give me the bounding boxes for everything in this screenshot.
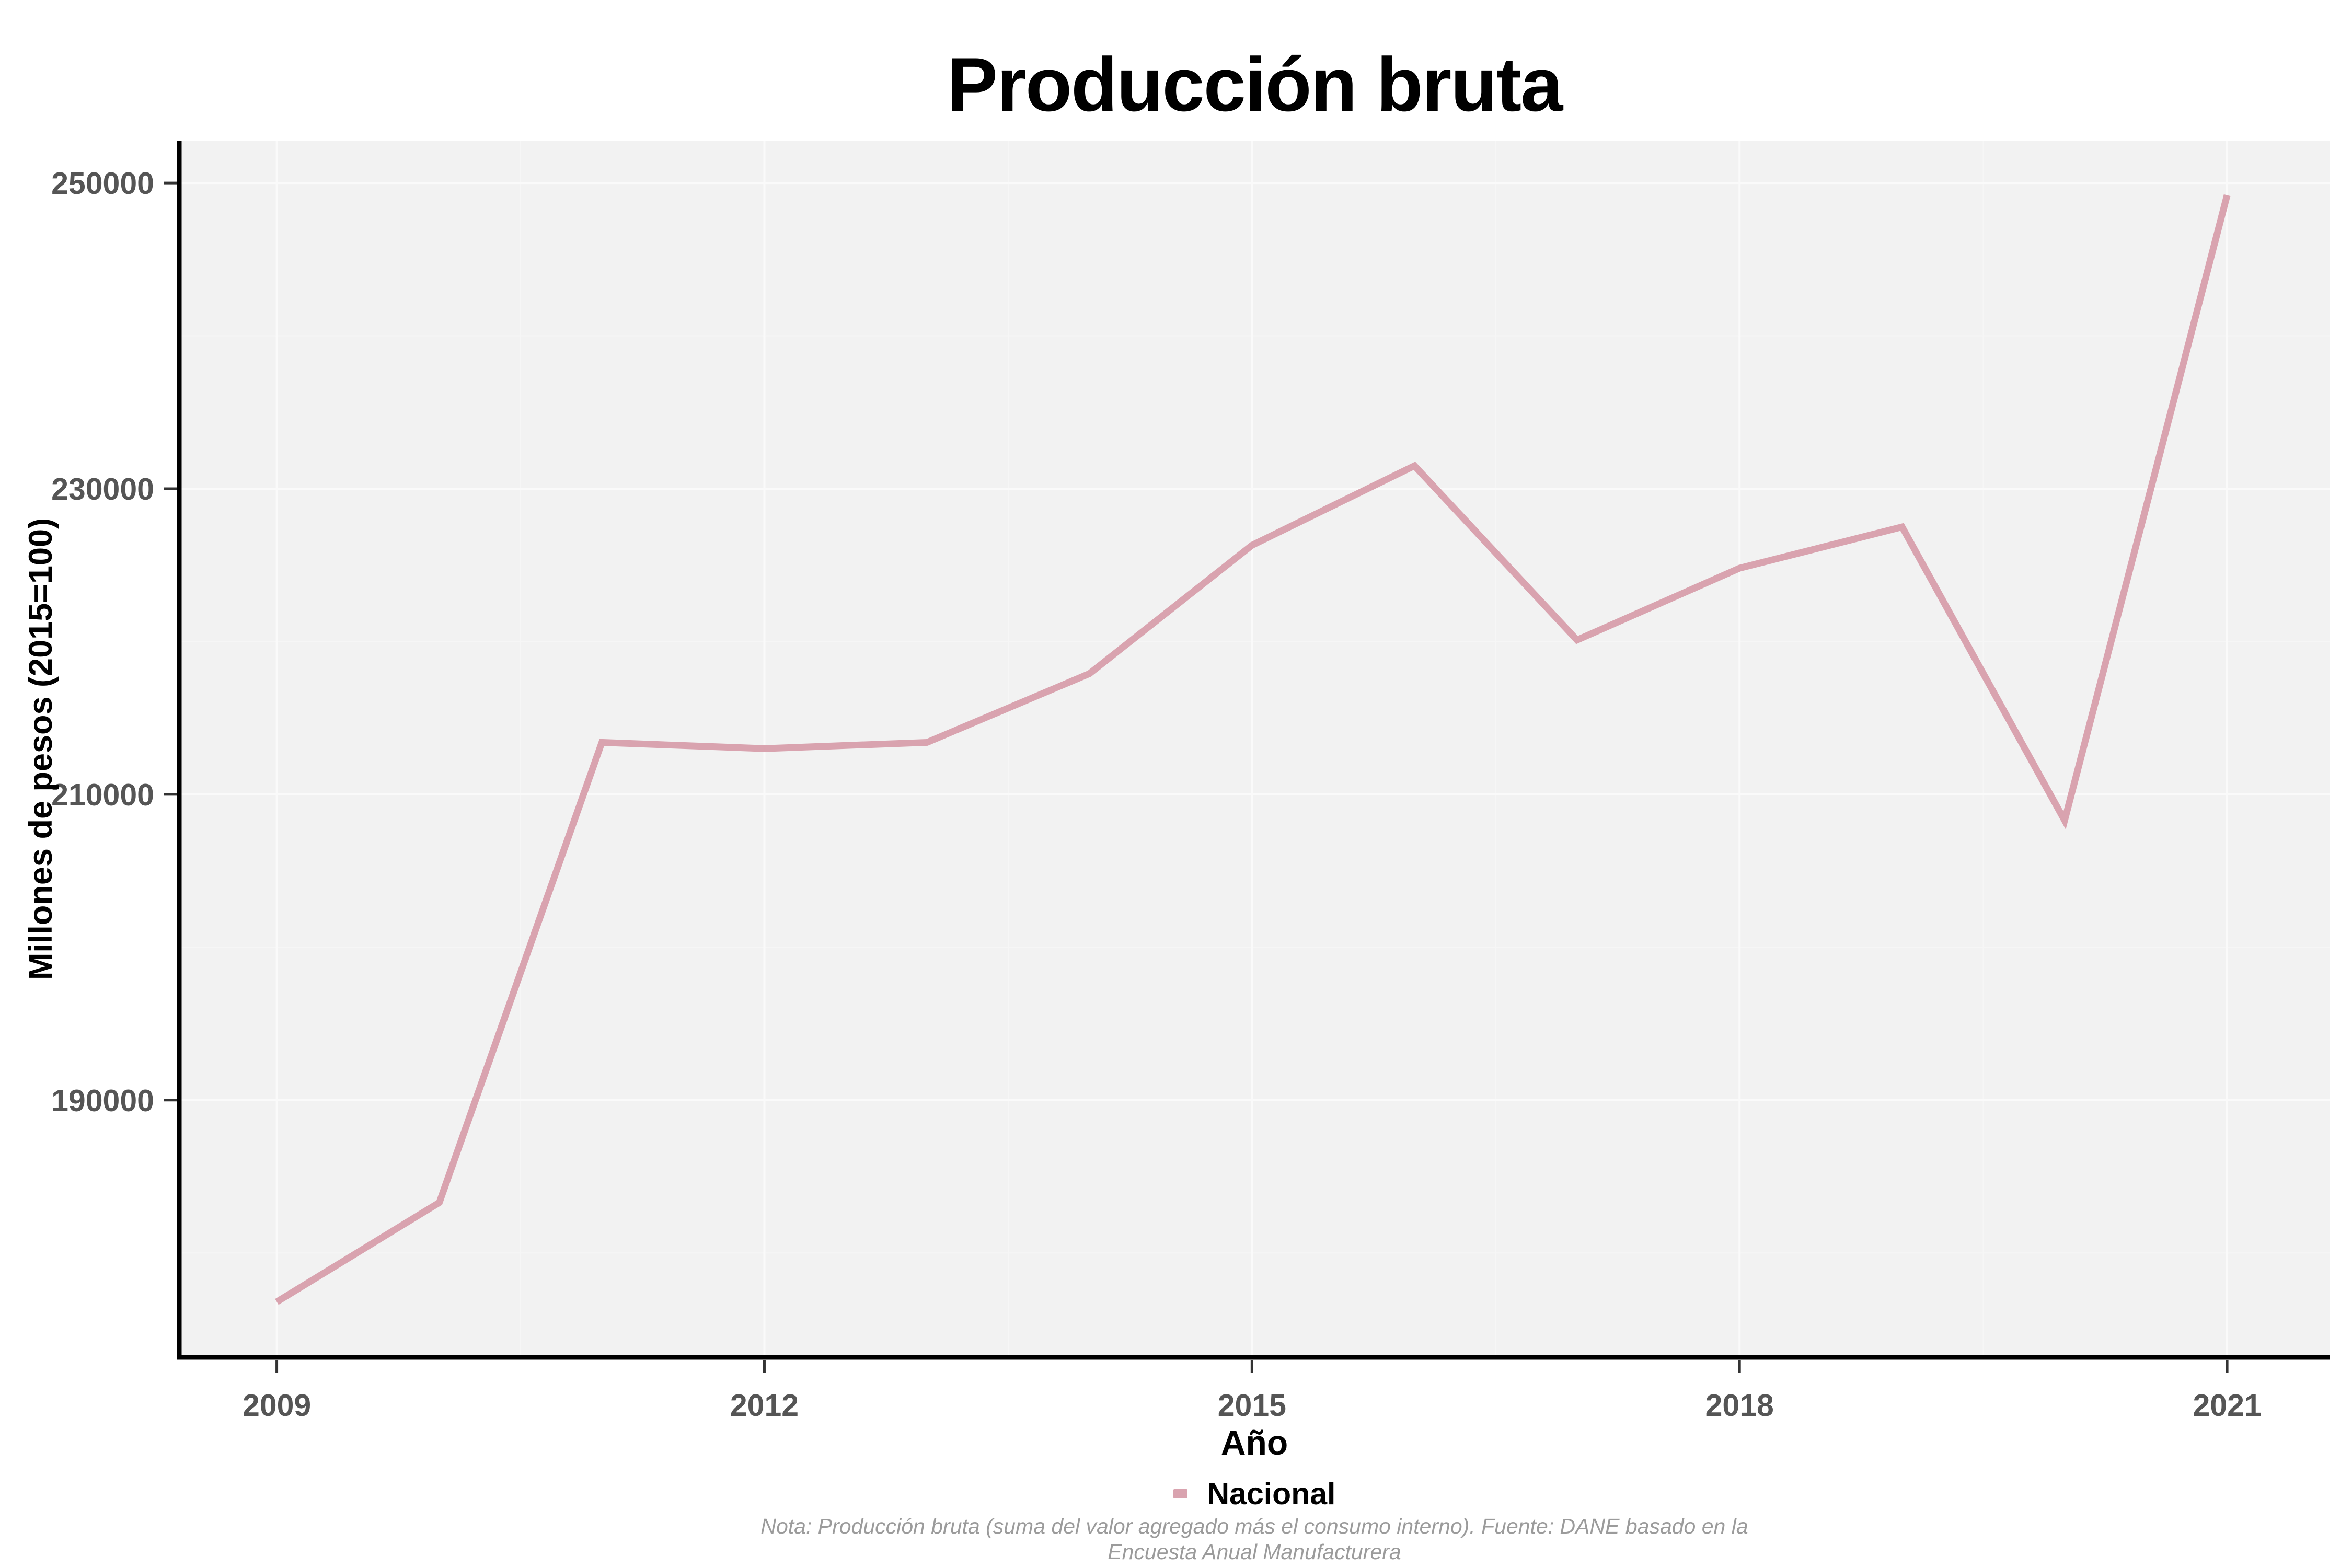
caption-line-2: Encuesta Anual Manufacturera — [1108, 1540, 1401, 1564]
x-tick-label: 2021 — [2193, 1388, 2261, 1423]
chart-panel — [179, 141, 2330, 1357]
y-tick-label: 230000 — [51, 472, 154, 506]
x-tick-label: 2012 — [730, 1388, 799, 1423]
y-axis-title: Millones de pesos (2015=100) — [22, 517, 59, 981]
y-tick-label: 250000 — [51, 166, 154, 201]
x-tick-label: 2009 — [243, 1388, 311, 1423]
y-tick-label: 210000 — [51, 778, 154, 812]
legend-label-nacional: Nacional — [1207, 1477, 1336, 1511]
x-axis-title: Año — [1220, 1423, 1288, 1462]
y-tick-label: 190000 — [51, 1083, 154, 1118]
legend: Nacional — [179, 1474, 2330, 1514]
legend-key-nacional — [1173, 1489, 1187, 1498]
caption-line-1: Nota: Producción bruta (suma del valor a… — [760, 1514, 1748, 1538]
series-line-nacional — [275, 194, 2231, 1305]
x-tick-label: 2018 — [1705, 1388, 1774, 1423]
plot-title: Producción bruta — [947, 42, 1563, 127]
x-tick-label: 2015 — [1218, 1388, 1286, 1423]
caption: Nota: Producción bruta (suma del valor a… — [179, 1514, 2330, 1565]
